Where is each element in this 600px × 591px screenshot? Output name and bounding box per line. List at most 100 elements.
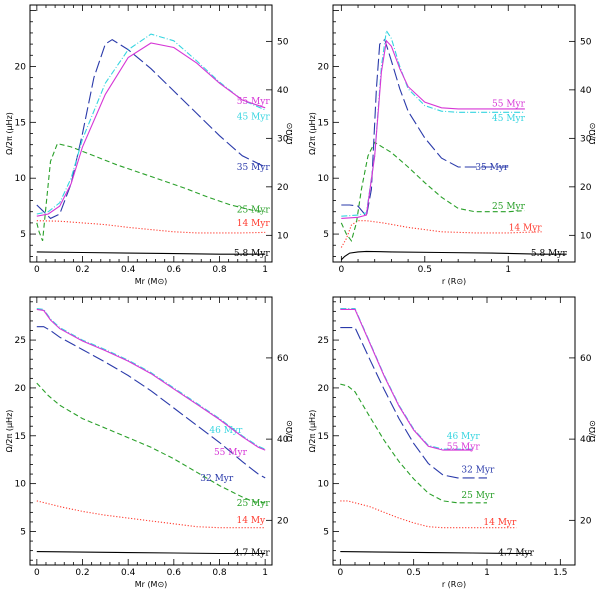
- x-tick-label: 0.6: [167, 265, 182, 275]
- series-line-4.7-myr: [340, 551, 531, 555]
- series-line-14-myr: [36, 220, 266, 234]
- y-tick-label: 15: [15, 118, 26, 128]
- series-line-46-myr: [340, 307, 473, 450]
- y-axis-title: Ω/2π (μHz): [308, 410, 317, 453]
- y-tick-label: 10: [15, 174, 27, 184]
- series-line-55-myr: [341, 39, 525, 219]
- y2-tick-label: 20: [580, 516, 592, 526]
- series-line-25-myr: [340, 383, 487, 504]
- series-label: 35 Myr: [237, 163, 271, 173]
- y2-tick-label: 50: [277, 37, 289, 47]
- y2-tick-label: 50: [580, 37, 592, 47]
- y-tick-label: 20: [15, 384, 27, 394]
- y2-axis-title: Ω/Ω⊙: [285, 420, 294, 442]
- x-tick-label: 0.8: [212, 568, 227, 578]
- series-label: 32 Myr: [461, 465, 495, 475]
- x-axis-title: r (R⊙): [442, 277, 466, 286]
- series-label: 55 Myr: [214, 448, 248, 458]
- y-tick-label: 5: [20, 528, 26, 538]
- series-label: 14 Myr: [483, 518, 517, 528]
- series-line-55-myr: [340, 308, 473, 451]
- y2-axis-title: Ω/Ω⊙: [588, 420, 597, 442]
- y-axis-title: Ω/2π (μHz): [308, 112, 317, 155]
- series-label: 14 Myr: [509, 223, 543, 233]
- series-label: 46 Myr: [209, 426, 243, 436]
- x-tick-label: 0.4: [121, 265, 136, 275]
- y2-tick-label: 20: [277, 183, 289, 193]
- y-tick-label: 20: [15, 62, 27, 72]
- series-line-14-myr: [340, 500, 517, 529]
- series-label: 45 Myr: [237, 113, 271, 123]
- x-tick-label: 0: [338, 265, 344, 275]
- y-tick-label: 20: [318, 384, 330, 394]
- series-line-25-myr: [340, 141, 525, 243]
- series-line-14-myr: [340, 220, 542, 248]
- series-line-55-myr: [36, 308, 266, 451]
- y2-tick-label: 10: [580, 231, 592, 241]
- y-tick-label: 5: [323, 230, 329, 240]
- series-label: 5.8 Myr: [234, 249, 270, 259]
- series-label: 5.8 Myr: [531, 249, 567, 259]
- series-label: 25 Myr: [461, 491, 495, 501]
- y2-tick-label: 40: [580, 86, 592, 96]
- y-tick-label: 25: [15, 336, 26, 346]
- series-label: 55 Myr: [447, 442, 481, 452]
- series-line-55-myr: [36, 42, 266, 217]
- series-label: 25 Myr: [492, 202, 526, 212]
- x-tick-label: 0.5: [418, 265, 432, 275]
- x-tick-label: 0: [34, 568, 40, 578]
- y-tick-label: 10: [318, 480, 330, 490]
- y2-tick-label: 40: [277, 86, 289, 96]
- series-label: 25 Myr: [237, 499, 271, 509]
- series-label: 55 Myr: [492, 99, 526, 109]
- y2-tick-label: 30: [580, 134, 592, 144]
- series-line-25-myr: [36, 382, 266, 504]
- y-tick-label: 15: [318, 432, 329, 442]
- series-line-4.7-myr: [36, 551, 266, 555]
- y-tick-label: 15: [318, 118, 329, 128]
- y2-tick-label: 30: [277, 134, 289, 144]
- series-line-35-myr: [341, 38, 509, 218]
- plot-frame: [332, 296, 576, 566]
- series-line-32-myr: [36, 326, 266, 479]
- series-label: 32 Myr: [200, 474, 234, 484]
- series-line-45-myr: [36, 33, 266, 215]
- series-label: 4.7 Myr: [498, 549, 534, 559]
- y-tick-label: 5: [323, 528, 329, 538]
- series-label: 14 My: [237, 516, 267, 526]
- y2-axis-title: Ω/Ω⊙: [285, 123, 294, 145]
- x-tick-label: 0.2: [75, 265, 89, 275]
- series-label: 25 Myr: [237, 205, 271, 215]
- series-line-5.8-myr: [340, 250, 567, 261]
- y-tick-label: 20: [318, 62, 330, 72]
- y-tick-label: 5: [20, 230, 26, 240]
- y2-tick-label: 40: [277, 435, 289, 445]
- series-line-14-my: [36, 500, 266, 529]
- series-label: 14 Myr: [237, 219, 271, 229]
- x-tick-label: 0: [337, 568, 343, 578]
- plot-frame: [29, 296, 273, 566]
- x-axis-title: r (R⊙): [442, 580, 466, 589]
- y2-tick-label: 10: [277, 231, 289, 241]
- series-line-32-myr: [340, 327, 487, 479]
- x-tick-label: 0.4: [121, 568, 136, 578]
- x-axis-title: Mr (M⊙): [135, 277, 168, 286]
- series-label: 46 Myr: [447, 432, 481, 442]
- series-line-25-myr: [36, 142, 266, 241]
- x-tick-label: 1: [505, 265, 511, 275]
- series-line-35-myr: [36, 38, 266, 220]
- series-label: 4.7 Myr: [234, 549, 270, 559]
- y-tick-label: 10: [15, 480, 27, 490]
- y2-tick-label: 40: [580, 435, 592, 445]
- series-label: 55 Myr: [237, 97, 271, 107]
- series-line-46-myr: [36, 307, 266, 450]
- series-label: 45 Myr: [492, 114, 526, 124]
- x-tick-label: 1: [484, 568, 490, 578]
- panel-bottom-right: 0 0.5 1 1.5 5 10 15 20 25 20 40 60 r (R⊙) Ω/2π (μHz) Ω…: [308, 296, 597, 589]
- series-line-5.8-myr: [36, 251, 266, 255]
- x-tick-label: 1.5: [553, 568, 567, 578]
- y-tick-label: 10: [318, 174, 330, 184]
